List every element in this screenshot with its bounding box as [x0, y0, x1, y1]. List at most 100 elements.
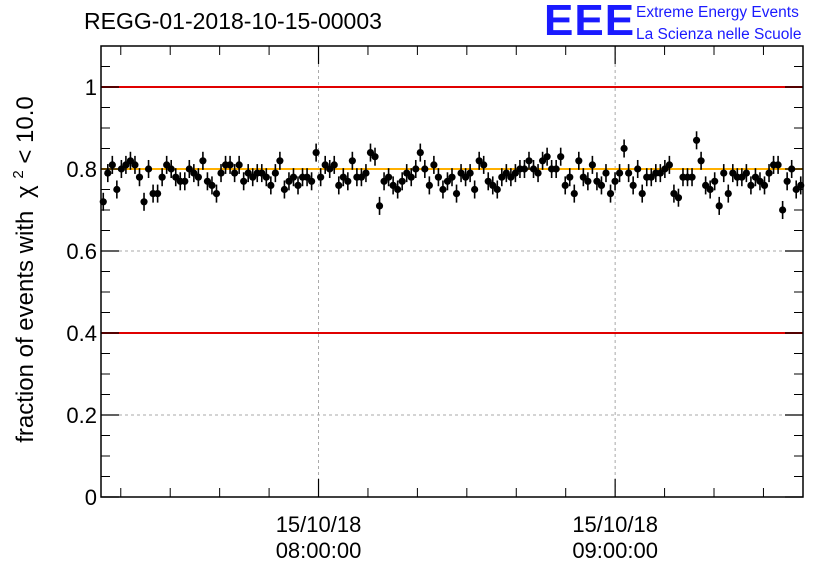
data-point [520, 165, 529, 173]
data-point [144, 165, 153, 173]
plot-frame [100, 45, 804, 498]
axis-ticks [101, 45, 803, 498]
data-point [557, 153, 565, 161]
data-point [108, 161, 116, 169]
data-point [665, 161, 673, 169]
data-point [308, 177, 316, 185]
data-point [783, 177, 791, 185]
data-points [99, 131, 805, 220]
data-point [231, 169, 239, 177]
data-point [638, 190, 646, 198]
data-point [407, 173, 415, 181]
y-axis-label-text: fraction of events with [12, 211, 39, 443]
data-point [715, 202, 723, 210]
data-point [720, 169, 728, 177]
data-point [330, 161, 338, 169]
grid-layer [101, 46, 803, 497]
data-point [570, 190, 578, 198]
data-point [425, 181, 433, 189]
data-point [692, 136, 701, 144]
data-point [317, 173, 325, 181]
data-point [416, 149, 424, 157]
data-point [452, 190, 461, 198]
data-point [439, 185, 447, 194]
data-point [471, 185, 479, 194]
data-point [154, 190, 162, 198]
data-point [212, 190, 221, 198]
data-point [620, 144, 628, 153]
x-tick-label-time: 09:00:00 [572, 538, 658, 563]
data-point [235, 161, 243, 169]
data-point [398, 177, 406, 185]
data-point [362, 169, 370, 177]
data-point [158, 173, 166, 181]
data-point [688, 173, 696, 181]
x-tick-label-date: 15/10/18 [572, 512, 658, 537]
y-tick-label: 1 [85, 75, 97, 100]
data-point [561, 181, 569, 189]
logo-line-1: Extreme Energy Events [636, 4, 799, 21]
data-point [634, 165, 642, 173]
data-point [611, 177, 619, 185]
data-point [208, 181, 216, 189]
data-point [430, 161, 438, 169]
data-point [747, 181, 755, 189]
data-point [375, 202, 384, 210]
data-point [421, 165, 429, 173]
data-point [135, 173, 144, 181]
data-point [711, 177, 719, 185]
y-tick-label: 0.2 [66, 403, 97, 428]
data-point [344, 177, 352, 185]
data-point [597, 181, 606, 189]
data-point [779, 206, 787, 214]
data-point [584, 177, 592, 185]
data-point [493, 185, 501, 194]
data-point [760, 181, 769, 189]
data-point [480, 161, 488, 169]
data-point [394, 185, 402, 194]
data-point [434, 173, 443, 181]
data-point [706, 185, 714, 194]
data-point [615, 169, 624, 177]
data-point [588, 161, 597, 169]
data-point [104, 169, 112, 177]
data-point [765, 169, 773, 177]
data-point [466, 169, 474, 177]
data-point [566, 173, 574, 181]
y-axis-label-symbol: χ [12, 185, 39, 198]
data-point [602, 169, 610, 177]
data-point [276, 157, 284, 165]
tick-labels: 00.20.40.60.8115/10/1808:00:0015/10/1809… [66, 75, 658, 563]
x-tick-label-date: 15/10/18 [276, 512, 362, 537]
data-point [575, 157, 583, 165]
data-point [194, 173, 202, 181]
data-point [697, 157, 705, 165]
data-point [724, 190, 732, 198]
x-tick-label-time: 08:00:00 [276, 538, 362, 563]
data-point [625, 169, 633, 177]
data-point [294, 181, 302, 189]
data-point [140, 198, 148, 206]
y-axis-label: fraction of events with χ 2 < 10.0 [2, 96, 39, 443]
data-point [543, 153, 551, 161]
chart-title: REGG-01-2018-10-15-00003 [84, 8, 382, 34]
data-point [674, 194, 683, 202]
eee-logo-mark: EEE [544, 0, 636, 45]
data-point [280, 185, 289, 194]
data-point [199, 157, 207, 165]
y-axis-label-sup: 2 [10, 170, 27, 178]
y-tick-label: 0.6 [66, 239, 97, 264]
eee-logo: EEE Extreme Energy Events La Scienza nel… [544, 0, 824, 46]
data-point [534, 169, 542, 177]
data-point [742, 169, 750, 177]
data-point [226, 161, 234, 169]
data-point [167, 165, 175, 173]
data-point [262, 173, 270, 181]
y-tick-label: 0.4 [66, 321, 97, 346]
data-point [552, 165, 560, 173]
data-point [525, 157, 533, 165]
data-point [271, 169, 279, 177]
y-tick-label: 0 [85, 485, 97, 510]
reference-lines [101, 86, 803, 334]
